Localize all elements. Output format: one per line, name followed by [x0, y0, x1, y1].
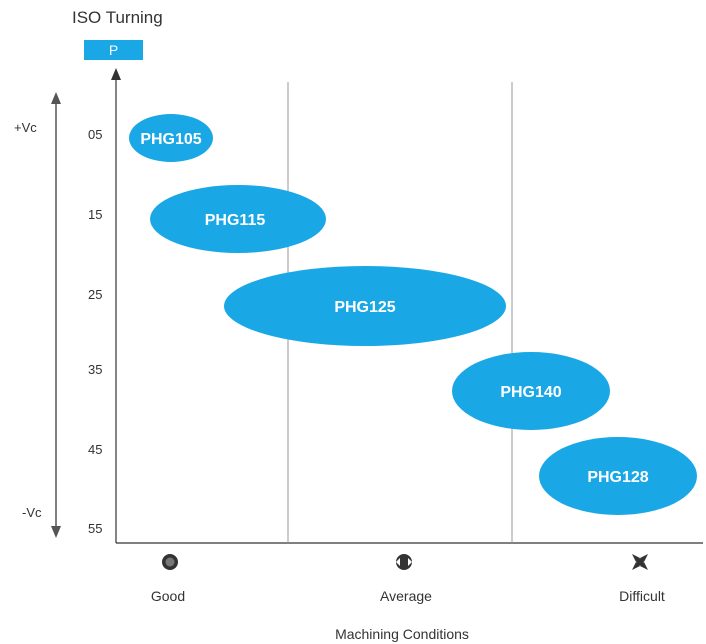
axes: [111, 68, 703, 544]
x-category-label: Average: [380, 588, 432, 604]
iso-p-badge: P: [84, 40, 143, 60]
y-tick-label: 05: [88, 127, 102, 142]
x-category-label: Good: [151, 588, 185, 604]
chart-title: ISO Turning: [72, 8, 163, 27]
grade-label: PHG125: [334, 299, 395, 316]
y-tick-label: 25: [88, 287, 102, 302]
average-condition-icon: [396, 554, 412, 570]
grade-bubble-phg115: [150, 185, 326, 253]
grade-bubble-phg140: [452, 352, 610, 430]
x-category-label: Difficult: [619, 588, 665, 604]
grade-label: PHG140: [500, 384, 561, 401]
grade-label: PHG105: [140, 131, 201, 148]
difficult-condition-icon: [632, 554, 648, 570]
y-tick-label: 55: [88, 521, 102, 536]
grade-bubble-phg125: [224, 266, 506, 346]
vc-plus-label: +Vc: [14, 120, 37, 135]
y-tick-label: 45: [88, 442, 102, 457]
grade-label: PHG115: [205, 212, 266, 229]
grade-bubble-phg105: [129, 114, 213, 162]
vc-minus-label: -Vc: [22, 505, 42, 520]
y-tick-label: 15: [88, 207, 102, 222]
y-tick-label: 35: [88, 362, 102, 377]
grade-label: PHG128: [587, 469, 648, 486]
good-condition-icon: [162, 554, 178, 570]
x-axis-title: Machining Conditions: [335, 626, 469, 642]
vc-arrow: [51, 92, 61, 538]
grade-bubble-phg128: [539, 437, 697, 515]
